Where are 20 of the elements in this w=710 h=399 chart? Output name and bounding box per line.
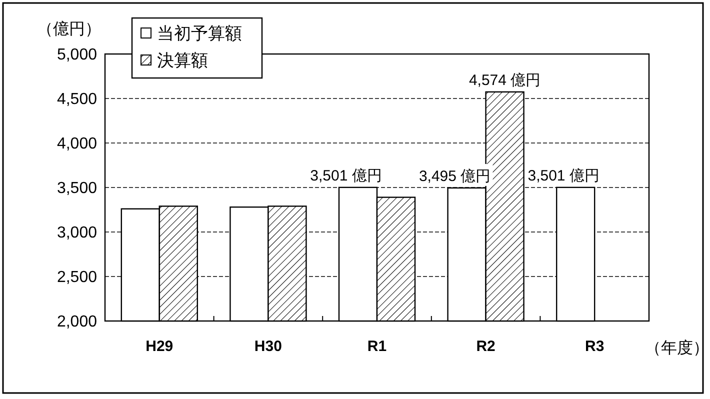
legend-label: 当初予算額 xyxy=(157,24,242,43)
data-label: 4,574 億円 xyxy=(468,72,541,90)
y-tick-label: 4,500 xyxy=(56,91,98,108)
data-label: 3,501 億円 xyxy=(310,168,382,185)
y-tick-label: 3,500 xyxy=(56,180,98,198)
legend-label: 決算額 xyxy=(157,50,208,70)
data-label: 3,495 億円 xyxy=(418,168,491,186)
data-label: 3,501 億円 xyxy=(528,168,600,185)
y-tick-label: 3,000 xyxy=(56,224,98,242)
x-tick-label: H30 xyxy=(254,338,282,355)
y-tick-label: 2,000 xyxy=(56,314,98,331)
x-tick-label: R3 xyxy=(585,338,604,355)
y-tick-label: 5,000 xyxy=(56,46,98,64)
x-tick-label: R1 xyxy=(367,338,387,355)
x-tick-label: H29 xyxy=(146,338,174,355)
y-axis-title: （億円） xyxy=(37,20,101,38)
x-tick-label: R2 xyxy=(476,338,496,355)
y-tick-label: 2,500 xyxy=(56,269,98,286)
y-tick-label: 4,000 xyxy=(56,136,98,153)
x-axis-title: （年度） xyxy=(645,339,709,357)
